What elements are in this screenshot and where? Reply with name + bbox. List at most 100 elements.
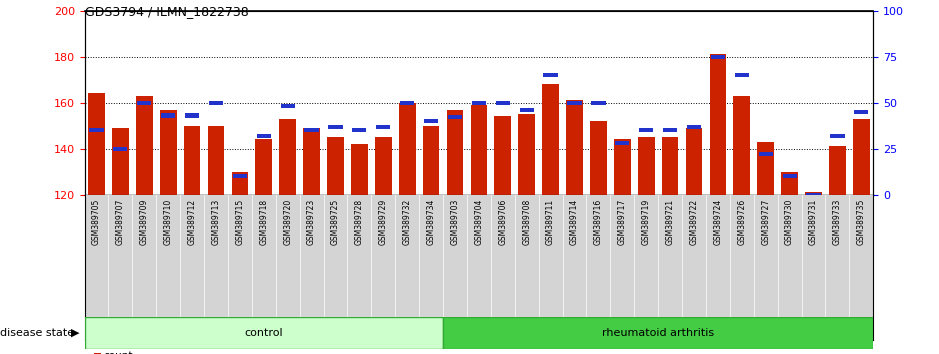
- Text: GSM389731: GSM389731: [809, 199, 818, 245]
- Bar: [734, 73, 749, 77]
- Bar: [854, 110, 869, 114]
- Bar: [495, 116, 511, 195]
- Bar: [639, 128, 654, 132]
- Bar: [710, 55, 726, 195]
- Bar: [687, 125, 701, 129]
- Bar: [423, 126, 439, 195]
- Text: GSM389707: GSM389707: [115, 199, 125, 245]
- Text: GSM389719: GSM389719: [641, 199, 651, 245]
- Bar: [496, 101, 510, 105]
- Bar: [351, 144, 368, 195]
- Text: rheumatoid arthritis: rheumatoid arthritis: [602, 328, 715, 338]
- Text: GSM389730: GSM389730: [785, 199, 794, 245]
- Bar: [663, 128, 677, 132]
- Bar: [88, 93, 105, 195]
- Bar: [853, 119, 870, 195]
- Bar: [567, 101, 581, 105]
- Bar: [829, 147, 846, 195]
- Text: control: control: [244, 328, 283, 338]
- Bar: [614, 139, 631, 195]
- Bar: [256, 134, 270, 138]
- Text: GSM389718: GSM389718: [259, 199, 269, 245]
- Bar: [352, 128, 366, 132]
- Text: GSM389726: GSM389726: [737, 199, 747, 245]
- Text: GSM389735: GSM389735: [856, 199, 866, 245]
- Bar: [89, 128, 103, 132]
- Text: count: count: [103, 351, 132, 354]
- Text: GSM389720: GSM389720: [284, 199, 292, 245]
- Bar: [685, 128, 702, 195]
- Bar: [377, 125, 391, 129]
- Text: GSM389711: GSM389711: [546, 199, 555, 245]
- Text: GSM389716: GSM389716: [593, 199, 603, 245]
- Text: GSM389733: GSM389733: [833, 199, 842, 245]
- Text: GSM389725: GSM389725: [331, 199, 340, 245]
- Text: GSM389714: GSM389714: [570, 199, 579, 245]
- Bar: [184, 126, 200, 195]
- Bar: [327, 137, 344, 195]
- Text: GSM389712: GSM389712: [188, 199, 196, 245]
- Bar: [566, 101, 583, 195]
- Text: GSM389717: GSM389717: [618, 199, 627, 245]
- Bar: [137, 101, 151, 105]
- Bar: [232, 172, 248, 195]
- Bar: [208, 101, 223, 105]
- Bar: [542, 84, 559, 195]
- Text: GSM389732: GSM389732: [403, 199, 411, 245]
- Bar: [400, 101, 414, 105]
- Bar: [638, 137, 654, 195]
- Bar: [807, 193, 821, 197]
- Bar: [233, 174, 247, 178]
- Text: GSM389709: GSM389709: [140, 199, 148, 245]
- Bar: [471, 101, 486, 105]
- Text: GSM389727: GSM389727: [762, 199, 770, 245]
- Bar: [162, 114, 176, 118]
- Bar: [424, 119, 439, 123]
- Text: GSM389706: GSM389706: [499, 199, 507, 245]
- Bar: [160, 110, 177, 195]
- Bar: [544, 73, 558, 77]
- Bar: [781, 172, 798, 195]
- Text: GSM389734: GSM389734: [426, 199, 436, 245]
- Text: ▶: ▶: [71, 328, 80, 338]
- Bar: [279, 119, 296, 195]
- Bar: [805, 193, 822, 195]
- Bar: [830, 134, 844, 138]
- Bar: [733, 96, 750, 195]
- Text: GSM389708: GSM389708: [522, 199, 531, 245]
- Bar: [448, 115, 462, 119]
- Bar: [519, 108, 533, 112]
- Bar: [592, 101, 606, 105]
- Text: GSM389728: GSM389728: [355, 199, 364, 245]
- Text: GSM389724: GSM389724: [714, 199, 722, 245]
- Bar: [329, 125, 343, 129]
- Bar: [782, 174, 796, 178]
- Bar: [85, 317, 443, 349]
- Bar: [136, 96, 153, 195]
- Bar: [255, 139, 272, 195]
- Bar: [112, 128, 129, 195]
- Text: GSM389710: GSM389710: [163, 199, 173, 245]
- Bar: [114, 147, 128, 151]
- Text: GDS3794 / ILMN_1822738: GDS3794 / ILMN_1822738: [85, 5, 248, 18]
- Bar: [615, 141, 629, 145]
- Bar: [399, 103, 416, 195]
- Bar: [758, 142, 774, 195]
- Text: GSM389729: GSM389729: [378, 199, 388, 245]
- Text: GSM389723: GSM389723: [307, 199, 316, 245]
- Bar: [208, 126, 224, 195]
- Bar: [304, 128, 318, 132]
- Bar: [447, 110, 463, 195]
- Text: GSM389721: GSM389721: [666, 199, 674, 245]
- Bar: [662, 137, 679, 195]
- Text: GSM389705: GSM389705: [92, 199, 101, 245]
- Text: GSM389713: GSM389713: [211, 199, 221, 245]
- Text: GSM389722: GSM389722: [689, 199, 699, 245]
- Text: GSM389704: GSM389704: [474, 199, 484, 245]
- Bar: [711, 55, 725, 59]
- Bar: [281, 104, 295, 108]
- Bar: [375, 137, 392, 195]
- Bar: [303, 128, 320, 195]
- Bar: [185, 114, 199, 118]
- Bar: [518, 114, 535, 195]
